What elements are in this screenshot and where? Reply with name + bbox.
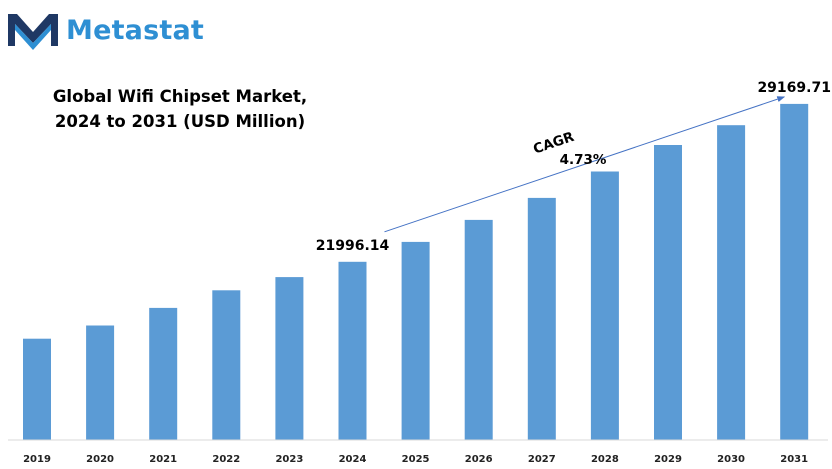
x-tick-2031: 2031 [780,454,808,465]
x-tick-2024: 2024 [339,454,367,465]
x-tick-2026: 2026 [465,454,493,465]
cagr-annotation: CAGR 4.73% [531,129,607,168]
x-tick-2022: 2022 [212,454,240,465]
brand-logo: Metastat [6,10,204,50]
bar-2029 [654,145,682,440]
bar-2021 [149,307,178,440]
brand-name: Metastat [66,14,205,46]
bar-2024 [338,261,367,440]
x-tick-2019: 2019 [23,454,51,465]
chart-title-line-1: Global Wifi Chipset Market, [52,87,308,106]
x-tick-2025: 2025 [402,454,430,465]
bar-2020 [86,325,115,440]
bar-2031 [780,103,809,441]
x-tick-2027: 2027 [528,454,556,465]
chart-title: Global Wifi Chipset Market, 2024 to 2031… [40,84,320,134]
x-tick-2021: 2021 [149,454,177,465]
data-label-2031: 29169.71 [757,80,831,96]
x-tick-2023: 2023 [275,454,303,465]
bar-2026 [464,219,493,440]
chart-title-line-2: 2024 to 2031 (USD Million) [54,112,306,131]
x-tick-2020: 2020 [86,454,114,465]
cagr-arrow [384,96,786,233]
bar-2028 [590,171,619,440]
bar-2019 [23,338,51,440]
data-label-2024: 21996.14 [316,238,390,254]
bar-2023 [275,277,304,440]
bar-2022 [212,290,241,440]
bar-2025 [401,241,430,440]
x-tick-2028: 2028 [591,454,619,465]
metastat-m-logo-icon [8,14,58,50]
x-tick-2029: 2029 [654,454,682,465]
x-tick-2030: 2030 [717,454,745,465]
bar-2030 [717,125,746,440]
cagr-value: 4.73% [560,152,607,168]
bar-2027 [527,197,556,440]
